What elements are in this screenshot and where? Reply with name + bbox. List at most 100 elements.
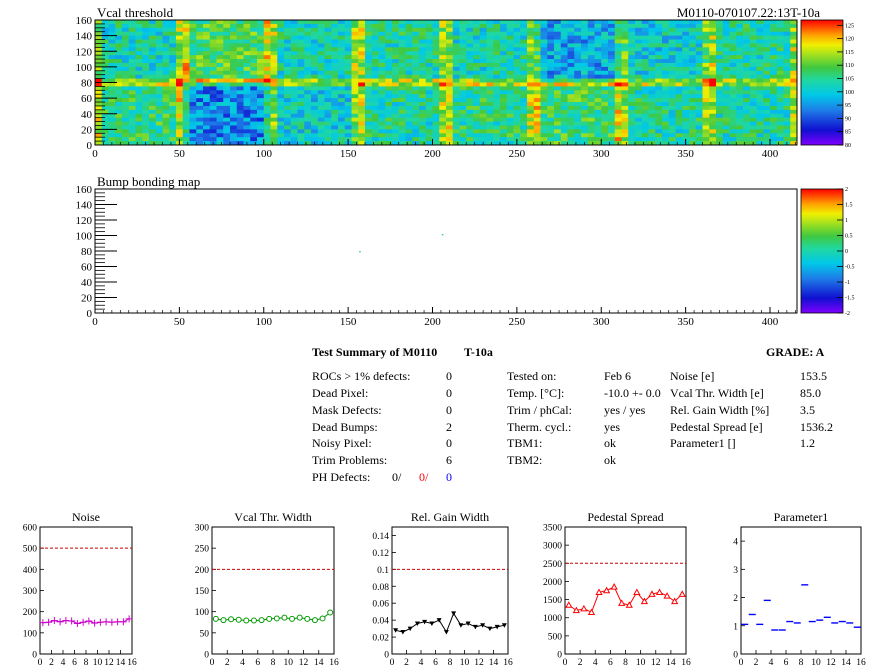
x-tick-label: 16 (856, 658, 866, 668)
data-point (618, 599, 626, 606)
y-tick-label: 80 (81, 246, 93, 258)
data-point (273, 615, 280, 622)
x-tick-label: 12 (299, 658, 309, 668)
color-scale-gradient (800, 19, 844, 146)
x-tick-label: 8 (448, 658, 453, 668)
x-tick-label: 6 (784, 658, 789, 668)
x-tick-label: 16 (127, 658, 137, 668)
data-point (79, 618, 87, 626)
data-point (73, 620, 81, 628)
rel-gain-width-plot: 00.020.040.060.080.10.120.140 2 4 6 8 10 12 14 1… (372, 510, 513, 668)
y-tick-label: 0 (87, 140, 93, 152)
y-tick-label: 100 (23, 629, 38, 639)
x-tick-label: 250 (509, 148, 526, 160)
color-scale-label: 2 (845, 187, 848, 193)
dead-bump-point-1 (359, 251, 361, 253)
x-tick-label: 10 (93, 658, 103, 668)
color-scale-label: 0 (845, 249, 848, 255)
x-tick-label: 150 (340, 316, 357, 328)
x-tick-label: 4 (769, 658, 774, 668)
data-point (119, 618, 127, 626)
data-point (487, 626, 493, 632)
plot-title: Vcal threshold (97, 5, 174, 20)
data-point (85, 617, 93, 625)
data-point (625, 601, 633, 608)
data-point (400, 629, 406, 635)
x-tick-label: 350 (677, 316, 694, 328)
data-point (228, 616, 235, 623)
y-tick-label: 120 (76, 46, 93, 58)
y-tick-label: 0.02 (372, 634, 389, 644)
x-tick-label: 12 (826, 658, 836, 668)
x-tick-label: 16 (329, 658, 339, 668)
data-point (45, 618, 53, 626)
y-tick-label: 100 (195, 608, 210, 618)
x-tick-label: 350 (677, 148, 694, 160)
x-tick-label: 8 (271, 658, 276, 668)
x-tick-label: 2 (404, 658, 409, 668)
data-point (451, 611, 457, 616)
color-scale-label: -0.5 (845, 265, 855, 271)
y-tick-label: 0 (384, 651, 389, 661)
y-tick-label: 100 (76, 231, 93, 243)
y-tick-label: 500 (548, 632, 563, 642)
data-point (494, 624, 500, 630)
x-tick-label: 2 (754, 658, 759, 668)
y-tick-label: 1 (733, 622, 738, 632)
color-scale-label: 1 (845, 218, 848, 224)
y-tick-label: 200 (23, 608, 38, 618)
y-tick-label: 2000 (543, 578, 562, 588)
x-tick-label: 2 (578, 658, 583, 668)
y-tick-label: 160 (76, 184, 93, 196)
data-point (56, 618, 64, 626)
data-point (50, 617, 58, 625)
data-point (480, 623, 486, 628)
dead-bump-point-2 (441, 234, 444, 236)
y-tick-label: 40 (81, 277, 93, 289)
plot-title: Parameter1 (774, 510, 829, 524)
data-point (266, 615, 273, 622)
data-point (258, 617, 265, 624)
data-point (296, 614, 303, 621)
data-point (640, 597, 649, 605)
plot-frame (39, 526, 133, 655)
x-tick-label: 2 (49, 658, 54, 668)
data-point (678, 590, 686, 597)
x-tick-label: 12 (651, 658, 661, 668)
x-tick-label: 12 (104, 658, 114, 668)
plot-frame (211, 526, 335, 655)
plot-frame (564, 526, 687, 655)
y-tick-label: 1000 (543, 614, 562, 624)
y-tick-label: 40 (81, 109, 93, 121)
y-tick-label: 2500 (543, 560, 562, 570)
color-scale-label: 95 (845, 103, 851, 109)
x-tick-label: 10 (284, 658, 294, 668)
y-tick-label: 500 (23, 545, 38, 555)
x-tick-label: 10 (811, 658, 821, 668)
x-tick-label: 150 (340, 148, 357, 160)
x-tick-label: 8 (799, 658, 804, 668)
color-scale-label: 110 (845, 63, 854, 69)
x-tick-label: 14 (489, 658, 499, 668)
x-tick-label: 14 (841, 658, 851, 668)
y-tick-label: 2 (733, 594, 738, 604)
plot-title: Pedestal Spread (587, 510, 663, 524)
data-point (587, 608, 596, 615)
data-point (436, 618, 442, 623)
data-point (422, 619, 428, 625)
y-tick-label: 0.14 (372, 532, 389, 542)
data-point (250, 617, 257, 624)
data-point (311, 617, 318, 624)
data-point (304, 615, 311, 622)
x-tick-label: 16 (503, 658, 513, 668)
data-point (125, 615, 133, 623)
data-point (220, 617, 227, 624)
y-tick-label: 60 (81, 262, 93, 274)
x-tick-label: 50 (174, 148, 186, 160)
data-point (212, 615, 219, 622)
y-tick-label: 3500 (543, 524, 562, 534)
data-point (68, 617, 76, 625)
